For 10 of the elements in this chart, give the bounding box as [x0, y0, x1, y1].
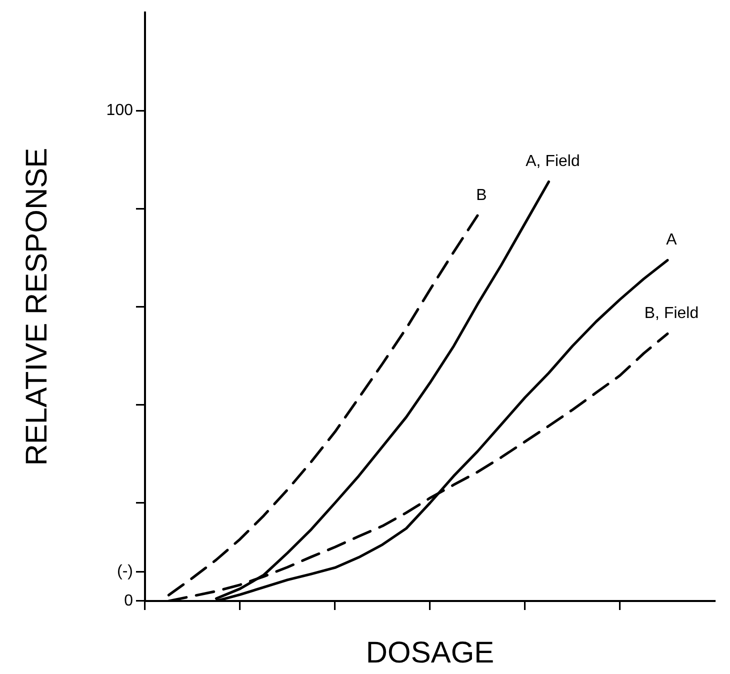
line-series: [167, 214, 479, 596]
y-tick-label: 100: [106, 102, 134, 120]
x-axis-title: DOSAGE: [366, 636, 494, 670]
series-label: A, Field: [526, 153, 580, 170]
y-tick-label: 0: [124, 592, 134, 610]
series-label: A: [666, 232, 678, 249]
series-label: B: [476, 187, 487, 204]
series-label: B, Field: [644, 305, 699, 322]
y-tick-label: (-): [117, 562, 133, 580]
y-axis-title: RELATIVE RESPONSE: [20, 148, 54, 466]
